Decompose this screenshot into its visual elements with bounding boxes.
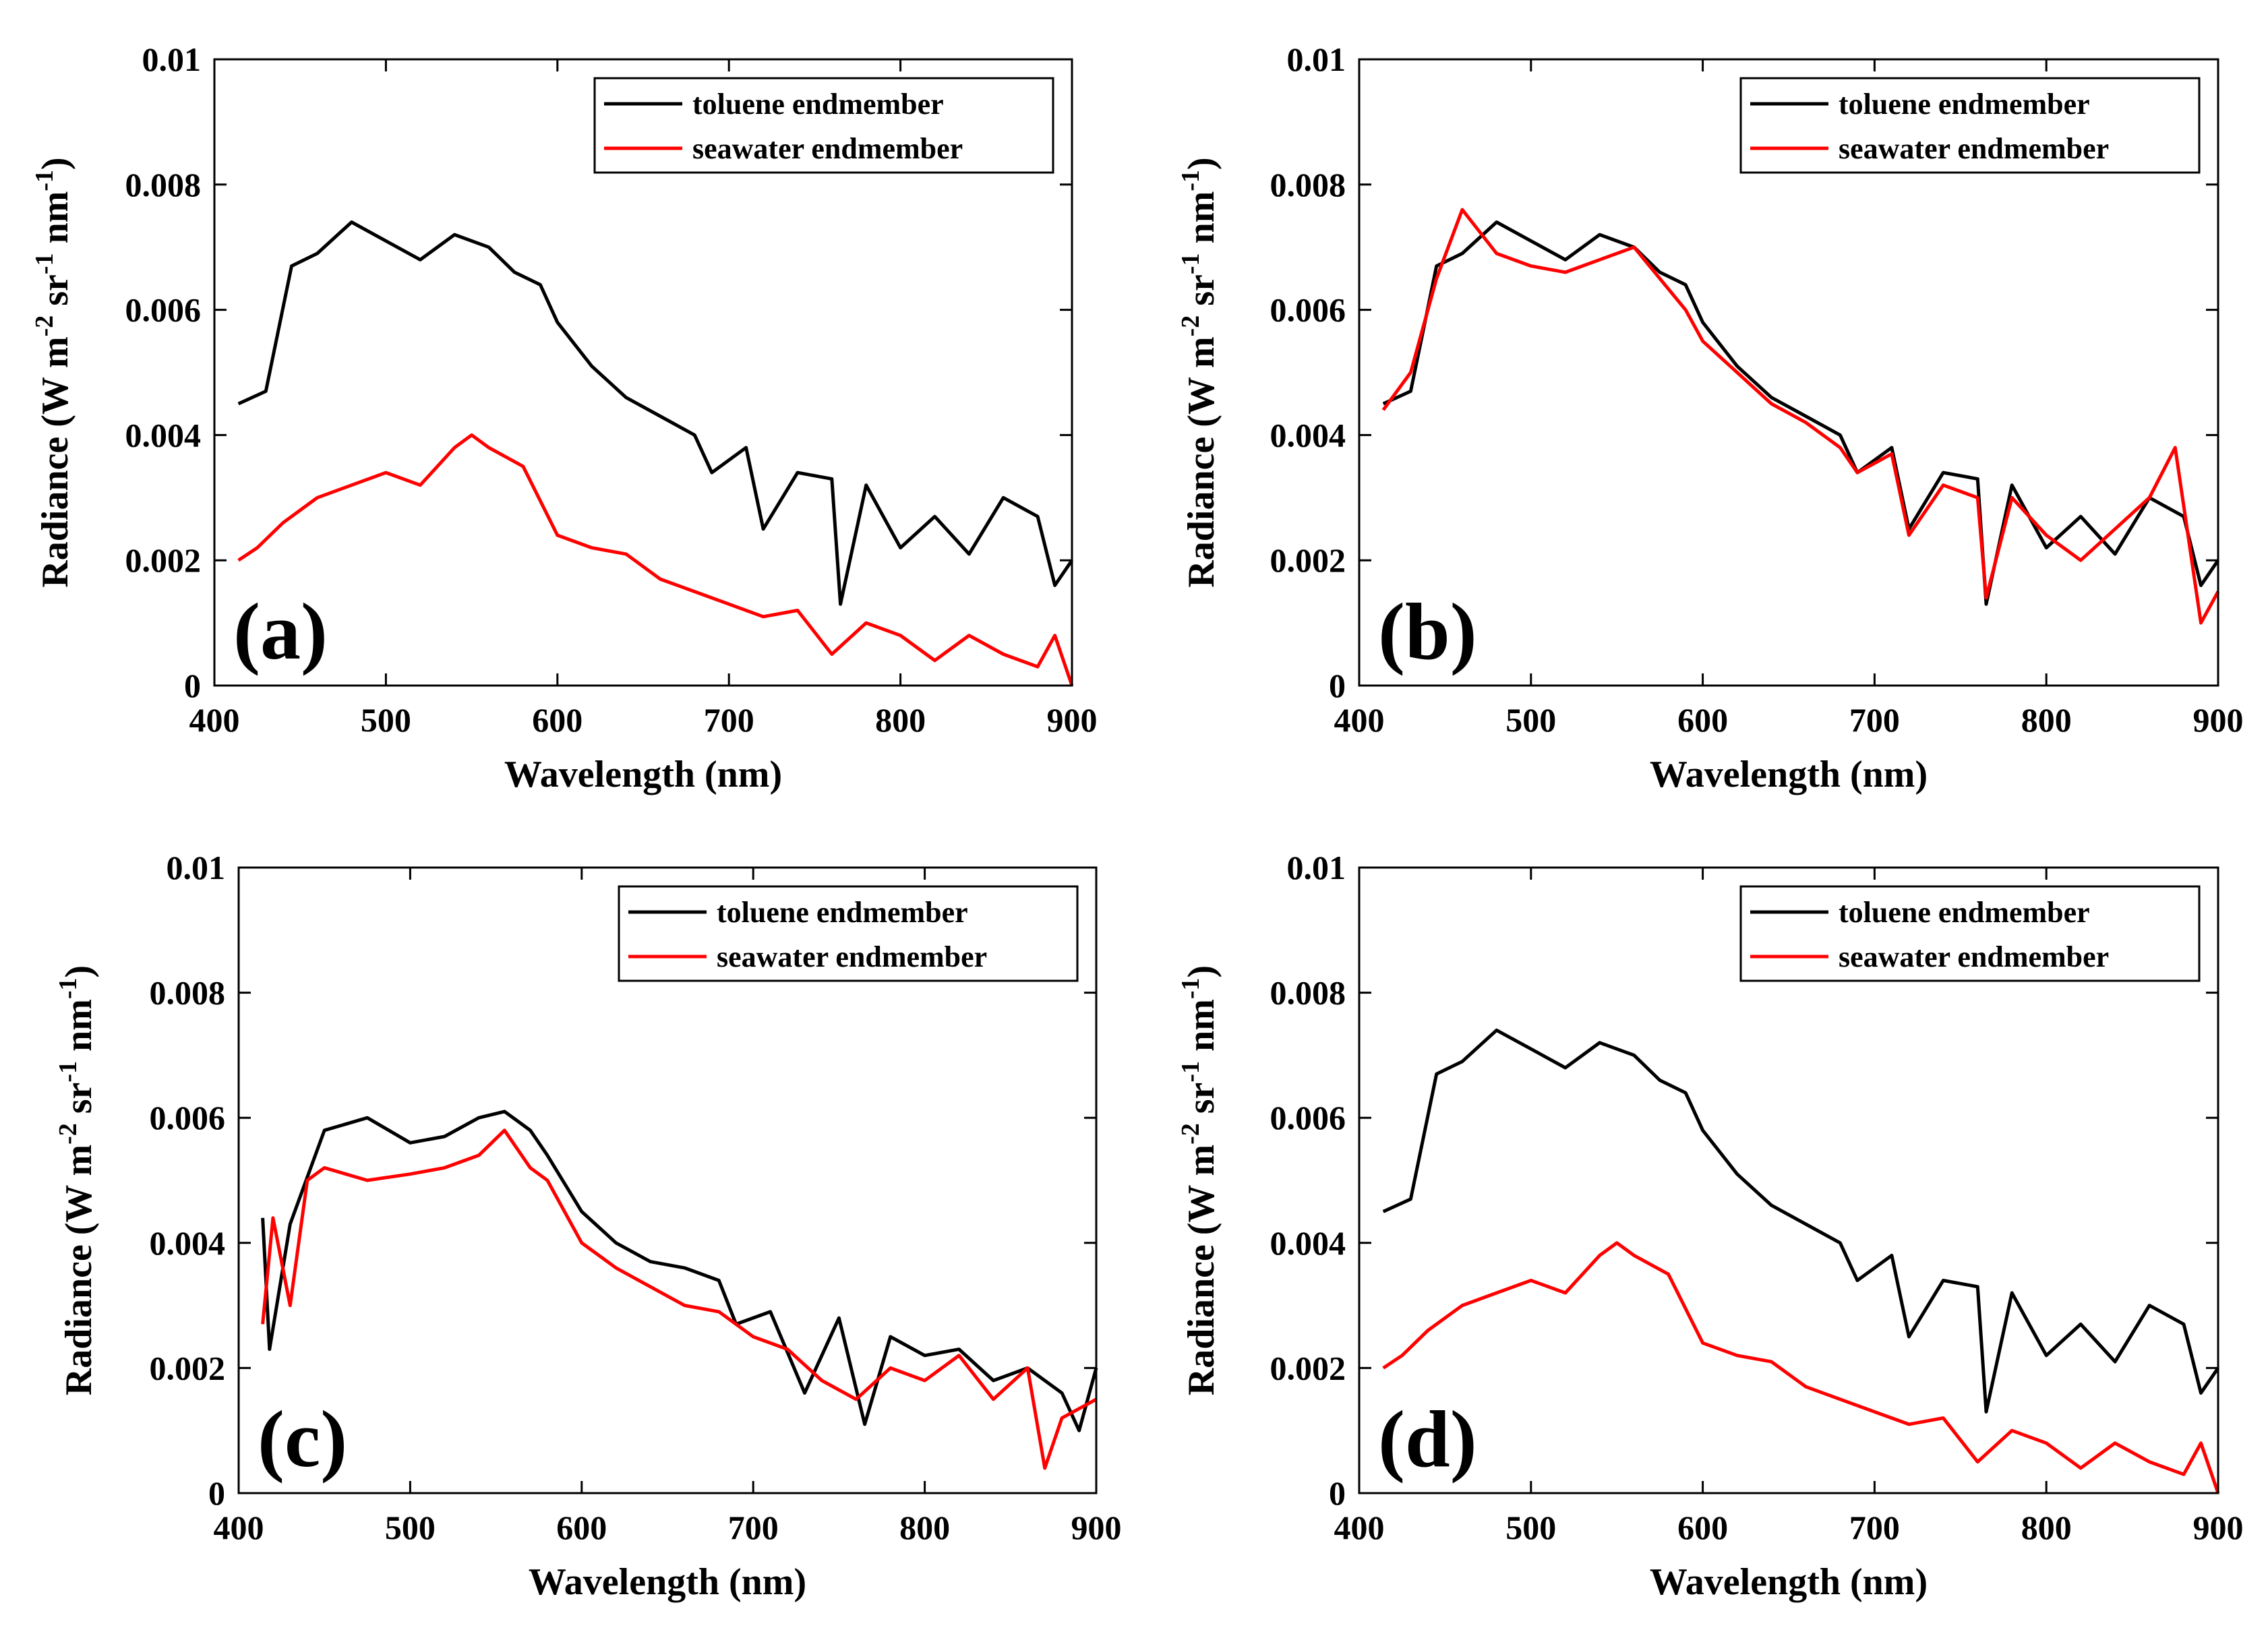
x-axis-label: Wavelength (nm) [529,1561,806,1603]
y-tick-label: 0.002 [125,541,202,579]
series-line-seawater [237,433,1074,686]
y-tick-label: 0.004 [1270,416,1346,454]
x-tick-label: 500 [1505,701,1556,739]
x-tick-label: 900 [2193,701,2244,739]
axes-frame [1358,866,2219,1494]
x-axis-label: Wavelength (nm) [1650,754,1928,795]
panel-c: 400 500 600 700 800 900 0 0.002 0.004 0.006 0.008 0… [54,849,1122,1603]
y-tick-label: 0.004 [1270,1224,1346,1262]
legend-label: toluene endmember [717,896,968,929]
y-tick-label: 0.002 [1270,541,1346,579]
y-tick-label: 0.006 [1270,291,1346,329]
panel-label: (c) [258,1394,347,1484]
series-line-toluene [261,1110,1098,1432]
y-axis-label: Radiance (W m-2 sr-1 nm-1) [1176,157,1222,587]
x-tick-label: 800 [875,701,926,739]
legend-label: toluene endmember [1839,88,2090,121]
x-tick-label: 900 [1047,701,1098,739]
y-tick-label: 0.01 [1287,849,1346,886]
x-axis-label: Wavelength (nm) [1650,1561,1928,1603]
y-tick-label: 0.004 [125,416,202,454]
x-tick-label: 700 [704,701,754,739]
x-tick-label: 600 [1677,1509,1728,1546]
y-tick-label: 0.004 [150,1224,226,1262]
x-tick-label: 900 [2193,1509,2244,1546]
legend: toluene endmember seawater endmember [1739,77,2201,174]
axes-frame [237,866,1098,1494]
x-tick-label: 700 [1849,701,1900,739]
x-tick-label: 700 [1849,1509,1900,1546]
legend: toluene endmember seawater endmember [593,77,1054,174]
x-tick-label: 500 [361,701,411,739]
y-axis-label: Radiance (W m-2 sr-1 nm-1) [1176,965,1222,1395]
x-tick-label: 500 [1505,1509,1556,1546]
legend-box [1739,77,2201,174]
x-tick-label: 800 [2021,701,2072,739]
series-line-toluene [237,220,1074,606]
legend-label: toluene endmember [692,88,944,121]
x-tick-label: 400 [1334,1509,1385,1546]
series-line-toluene [1382,220,2220,606]
y-tick-label: 0 [184,667,201,704]
x-tick-label: 400 [214,1509,264,1546]
x-tick-label: 600 [1677,701,1728,739]
y-tick-label: 0.01 [1287,40,1346,78]
legend: toluene endmember seawater endmember [618,885,1079,982]
y-tick-label: 0.002 [1270,1349,1346,1387]
legend: toluene endmember seawater endmember [1739,885,2201,982]
y-tick-label: 0.002 [150,1349,226,1387]
legend-box [1739,885,2201,982]
axes-frame [1358,58,2219,687]
y-axis-label: Radiance (W m-2 sr-1 nm-1) [54,965,100,1395]
y-tick-label: 0.006 [125,291,202,329]
x-tick-label: 600 [532,701,583,739]
axes-frame [213,58,1073,687]
y-tick-label: 0.008 [150,974,226,1012]
series-line-seawater [1381,208,2220,625]
y-tick-label: 0.008 [1270,166,1346,204]
y-tick-label: 0 [208,1474,225,1512]
legend-label: seawater endmember [1839,132,2109,165]
x-tick-label: 600 [556,1509,607,1546]
y-tick-label: 0.01 [167,849,226,886]
panel-label: (b) [1378,586,1477,676]
series-line-seawater [261,1128,1098,1470]
x-axis-label: Wavelength (nm) [504,754,782,795]
y-tick-label: 0.008 [125,166,202,204]
y-tick-label: 0.006 [1270,1099,1346,1137]
x-tick-label: 900 [1071,1509,1122,1546]
x-tick-label: 400 [189,701,240,739]
series-line-toluene [1382,1028,2220,1414]
panel-a: 400 500 600 700 800 900 0 0.002 0.004 0.006 0.008 0… [30,40,1098,795]
y-tick-label: 0.01 [142,40,202,78]
legend-label: seawater endmember [692,132,963,165]
y-axis-label: Radiance (W m-2 sr-1 nm-1) [30,157,76,587]
legend-label: seawater endmember [717,940,987,973]
panel-label: (d) [1378,1394,1477,1484]
legend-box [593,77,1054,174]
x-tick-label: 800 [2021,1509,2072,1546]
panel-label: (a) [233,586,328,676]
x-tick-label: 700 [728,1509,779,1546]
legend-label: seawater endmember [1839,940,2109,973]
x-tick-label: 800 [899,1509,950,1546]
x-tick-label: 400 [1334,701,1385,739]
panel-d: 400 500 600 700 800 900 0 0.002 0.004 0.006 0.008 0… [1176,849,2244,1603]
series-line-seawater [1382,1241,2220,1494]
legend-box [618,885,1079,982]
x-tick-label: 500 [385,1509,436,1546]
legend-label: toluene endmember [1839,896,2090,929]
y-tick-label: 0.008 [1270,974,1346,1012]
y-tick-label: 0 [1329,667,1346,704]
y-tick-label: 0 [1329,1474,1346,1512]
y-tick-label: 0.006 [150,1099,226,1137]
panel-b: 400 500 600 700 800 900 0 0.002 0.004 0.006 0.008 0… [1176,40,2244,795]
